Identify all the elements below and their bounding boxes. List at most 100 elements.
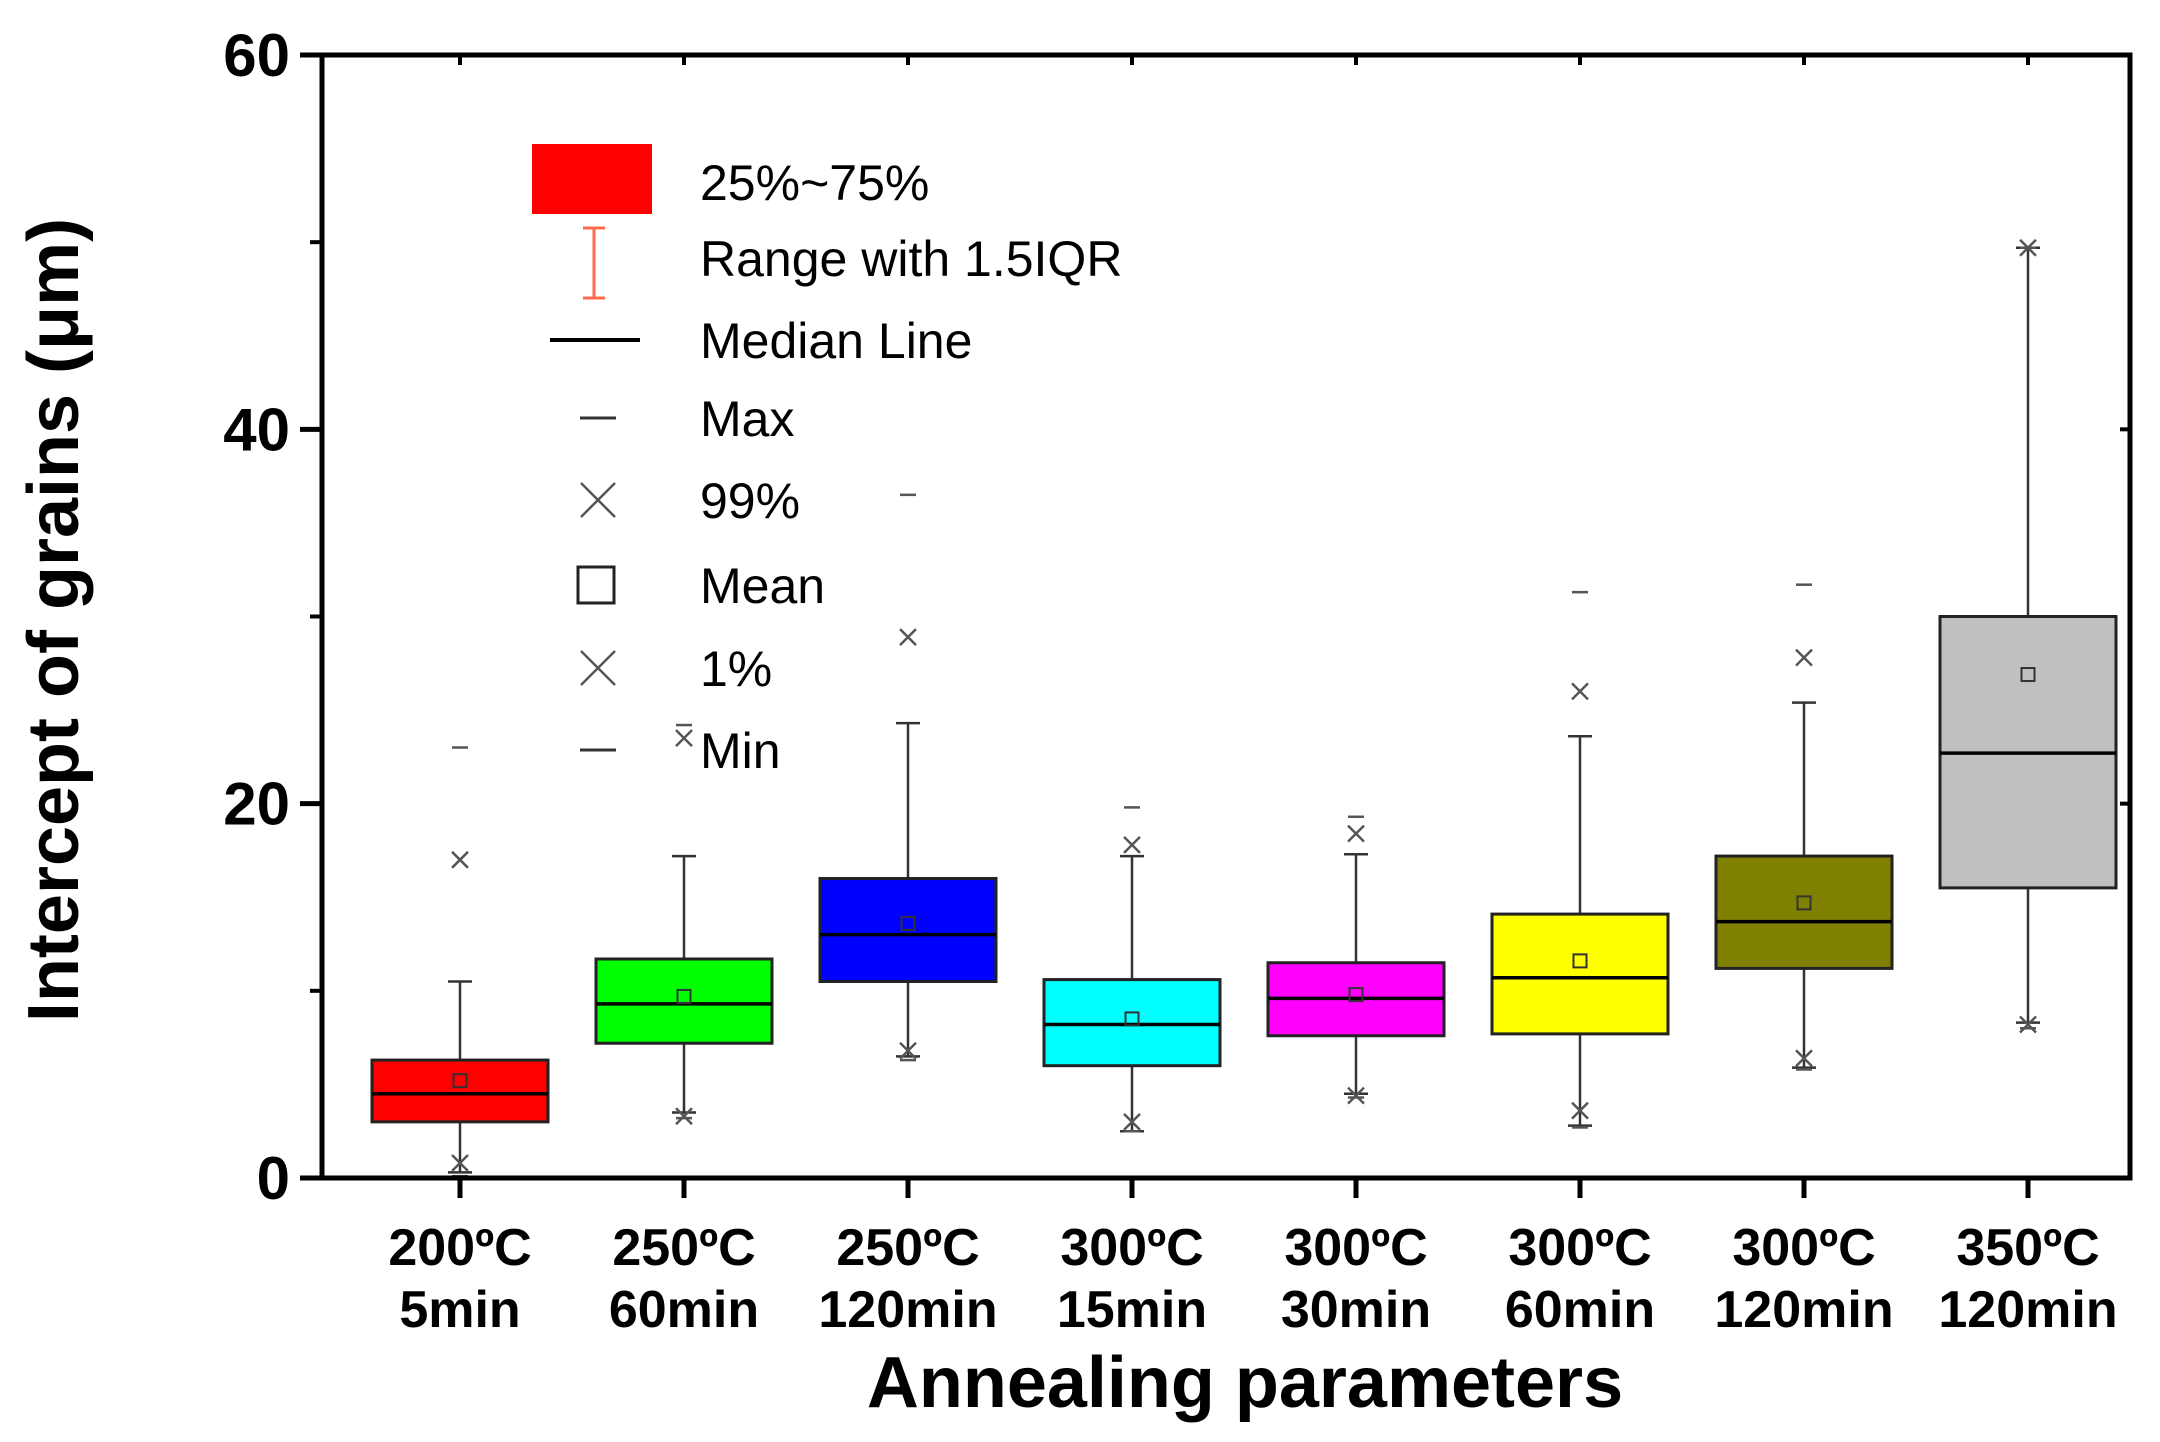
legend-label: Range with 1.5IQR <box>700 231 1122 287</box>
legend: 25%~75% Range with 1.5IQR Median Line Max 99… <box>532 144 1122 779</box>
x-tick-label-temp: 300ºC <box>1732 1219 1875 1277</box>
iqr-box <box>594 957 774 1045</box>
x-tick-label-time: 120min <box>1714 1281 1893 1339</box>
p1-marker-stroke-b <box>899 1041 917 1060</box>
x-tick-label-temp: 250ºC <box>836 1219 979 1277</box>
iqr-box <box>1042 978 1222 1068</box>
p99-marker <box>1123 835 1141 854</box>
legend-item-min: Min <box>580 723 781 779</box>
p1-marker <box>1347 1086 1365 1105</box>
p99-marker <box>675 729 693 748</box>
legend-label: Max <box>700 391 794 447</box>
box-series-4 <box>1042 806 1222 1133</box>
box-series-3 <box>818 493 998 1062</box>
legend-cross-swatch-stroke-b <box>580 482 616 518</box>
p1-marker <box>1571 1101 1589 1120</box>
p99-marker-stroke-b <box>1795 648 1813 667</box>
legend-item-25-75-: 25%~75% <box>532 144 929 214</box>
x-tick-label-time: 15min <box>1057 1281 1207 1339</box>
p1-marker <box>675 1107 693 1126</box>
p99-marker <box>1571 682 1589 701</box>
legend-box-swatch <box>532 144 652 214</box>
iqr-box <box>1714 854 1894 970</box>
legend-cross-swatch-stroke-b <box>580 650 616 686</box>
y-axis-title: Intercept of grains (μm) <box>14 218 94 1022</box>
legend-item-range-with-1-5iqr: Range with 1.5IQR <box>583 226 1122 300</box>
legend-item-mean: Mean <box>576 558 825 614</box>
x-tick-label-temp: 200ºC <box>388 1219 531 1277</box>
legend-label: 99% <box>700 473 800 529</box>
legend-label: Median Line <box>700 313 972 369</box>
mean-marker <box>1124 1011 1140 1027</box>
mean-marker <box>2020 667 2036 683</box>
legend-square-swatch <box>576 565 616 605</box>
p99-marker <box>899 628 917 646</box>
p1-marker <box>899 1041 917 1060</box>
p1-marker-stroke-b <box>1347 1086 1365 1105</box>
box-series-1 <box>370 746 550 1178</box>
x-tick-label-temp: 350ºC <box>1956 1219 2099 1277</box>
mean-marker <box>452 1073 468 1089</box>
boxes-layer <box>370 238 2118 1178</box>
p1-marker-stroke-b <box>1571 1101 1589 1120</box>
p99-marker-stroke-b <box>1571 682 1589 701</box>
mean-marker <box>676 988 692 1004</box>
legend-label: 1% <box>700 641 772 697</box>
box-series-2 <box>594 723 774 1126</box>
mean-marker <box>1796 895 1812 911</box>
mean-marker <box>900 915 916 931</box>
legend-label: Mean <box>700 558 825 614</box>
box-series-5 <box>1266 815 1446 1105</box>
legend-item-99-: 99% <box>580 473 800 529</box>
iqr-box <box>1490 912 1670 1036</box>
x-tick-label-temp: 250ºC <box>612 1219 755 1277</box>
p1-marker <box>2019 1015 2037 1034</box>
y-tick-label: 40 <box>223 396 290 463</box>
p99-marker <box>451 850 469 869</box>
x-tick-label-temp: 300ºC <box>1060 1219 1203 1277</box>
p99-marker-stroke-b <box>899 628 917 646</box>
p1-marker-stroke-b <box>675 1107 693 1126</box>
x-tick-label-temp: 300ºC <box>1284 1219 1427 1277</box>
x-tick-label-time: 60min <box>609 1281 759 1339</box>
x-tick-label-time: 30min <box>1281 1281 1431 1339</box>
p1-marker-stroke-b <box>2019 1015 2037 1034</box>
x-tick-label-temp: 300ºC <box>1508 1219 1651 1277</box>
p99-marker <box>1795 648 1813 667</box>
iqr-box <box>370 1058 550 1124</box>
box-series-7 <box>1714 583 1894 1071</box>
plot-border <box>319 52 2133 1181</box>
p1-marker <box>1795 1049 1813 1068</box>
legend-label: 25%~75% <box>700 155 929 211</box>
box-series-6 <box>1490 590 1670 1129</box>
x-axis-title: Annealing parameters <box>867 1343 1623 1423</box>
legend-item-1-: 1% <box>580 641 772 697</box>
y-axis: 0 20 40 60 <box>223 22 2130 1212</box>
p1-marker-stroke-b <box>1123 1112 1141 1131</box>
x-tick-label-time: 120min <box>818 1281 997 1339</box>
x-tick-label-time: 60min <box>1505 1281 1655 1339</box>
box-series-8 <box>1938 238 2118 1034</box>
legend-item-median-line: Median Line <box>550 313 972 369</box>
p1-marker <box>451 1154 469 1172</box>
y-tick-label: 20 <box>223 771 290 838</box>
y-tick-label: 0 <box>257 1145 290 1212</box>
p99-marker-stroke-b <box>675 729 693 748</box>
p1-marker <box>1123 1112 1141 1131</box>
p99-marker <box>1347 824 1365 843</box>
p1-marker-stroke-b <box>1795 1049 1813 1068</box>
mean-marker <box>1572 953 1588 969</box>
x-tick-label-time: 120min <box>1938 1281 2117 1339</box>
p1-marker-stroke-b <box>451 1154 469 1172</box>
x-axis: 200ºC5min250ºC60min250ºC120min300ºC15min… <box>388 55 2118 1339</box>
legend-cross-swatch <box>580 482 616 518</box>
p99-marker-stroke-b <box>1347 824 1365 843</box>
p99-marker-stroke-b <box>451 850 469 869</box>
legend-item-max: Max <box>580 391 794 447</box>
mean-marker <box>1348 987 1364 1003</box>
legend-cross-swatch <box>580 650 616 686</box>
x-tick-label-time: 5min <box>399 1281 520 1339</box>
p99-marker-stroke-b <box>1123 835 1141 854</box>
